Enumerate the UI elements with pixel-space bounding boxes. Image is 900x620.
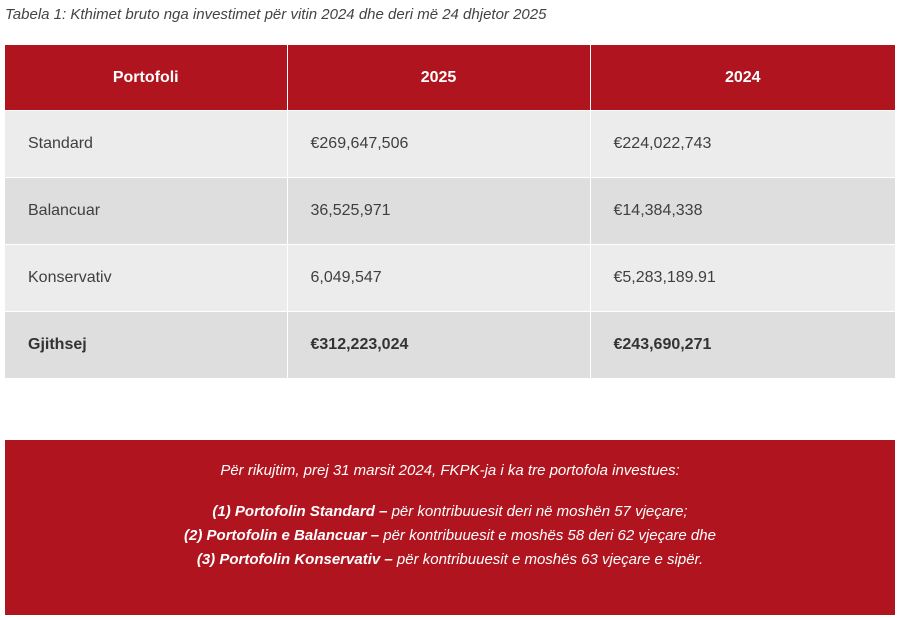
list-item: (2) Portofolin e Balancuar – për kontrib… bbox=[5, 524, 895, 548]
portfolio-list: (1) Portofolin Standard – për kontribuue… bbox=[5, 500, 895, 572]
table-header-row: Portofoli 2025 2024 bbox=[5, 45, 895, 111]
list-item: (1) Portofolin Standard – për kontribuue… bbox=[5, 500, 895, 524]
portfolio-description: për kontribuuesit e moshës 63 vjeçare e … bbox=[392, 551, 704, 568]
table-row: Konservativ 6,049,547 €5,283,189.91 bbox=[5, 244, 895, 312]
cell-portfolio: Konservativ bbox=[5, 244, 288, 312]
cell-portfolio: Standard bbox=[5, 110, 288, 178]
header-2025: 2025 bbox=[287, 45, 591, 111]
cell-2025: €312,223,024 bbox=[287, 311, 591, 379]
table-caption: Tabela 1: Kthimet bruto nga investimet p… bbox=[5, 6, 547, 23]
header-2024: 2024 bbox=[590, 45, 895, 111]
cell-2025: €269,647,506 bbox=[287, 110, 591, 178]
returns-table: Portofoli 2025 2024 Standard €269,647,50… bbox=[5, 45, 895, 379]
cell-2025: 6,049,547 bbox=[287, 244, 591, 312]
portfolio-description: për kontribuuesit deri në moshën 57 vjeç… bbox=[387, 503, 688, 520]
list-item: (3) Portofolin Konservativ – për kontrib… bbox=[5, 548, 895, 572]
cell-2024: €14,384,338 bbox=[590, 177, 895, 245]
reminder-intro: Për rikujtim, prej 31 marsit 2024, FKPK-… bbox=[220, 462, 680, 479]
header-portfolio: Portofoli bbox=[5, 45, 288, 111]
reminder-box: Për rikujtim, prej 31 marsit 2024, FKPK-… bbox=[5, 440, 895, 615]
portfolio-name: (2) Portofolin e Balancuar – bbox=[184, 527, 380, 544]
cell-portfolio: Balancuar bbox=[5, 177, 288, 245]
portfolio-description: për kontribuuesit e moshës 58 deri 62 vj… bbox=[379, 527, 716, 544]
cell-2024: €243,690,271 bbox=[590, 311, 895, 379]
cell-portfolio: Gjithsej bbox=[5, 311, 288, 379]
cell-2024: €5,283,189.91 bbox=[590, 244, 895, 312]
table-row: Standard €269,647,506 €224,022,743 bbox=[5, 110, 895, 178]
portfolio-name: (3) Portofolin Konservativ – bbox=[196, 551, 393, 568]
portfolio-name: (1) Portofolin Standard – bbox=[212, 503, 388, 520]
cell-2025: 36,525,971 bbox=[287, 177, 591, 245]
cell-2024: €224,022,743 bbox=[590, 110, 895, 178]
table-row: Balancuar 36,525,971 €14,384,338 bbox=[5, 177, 895, 245]
table-total-row: Gjithsej €312,223,024 €243,690,271 bbox=[5, 311, 895, 379]
